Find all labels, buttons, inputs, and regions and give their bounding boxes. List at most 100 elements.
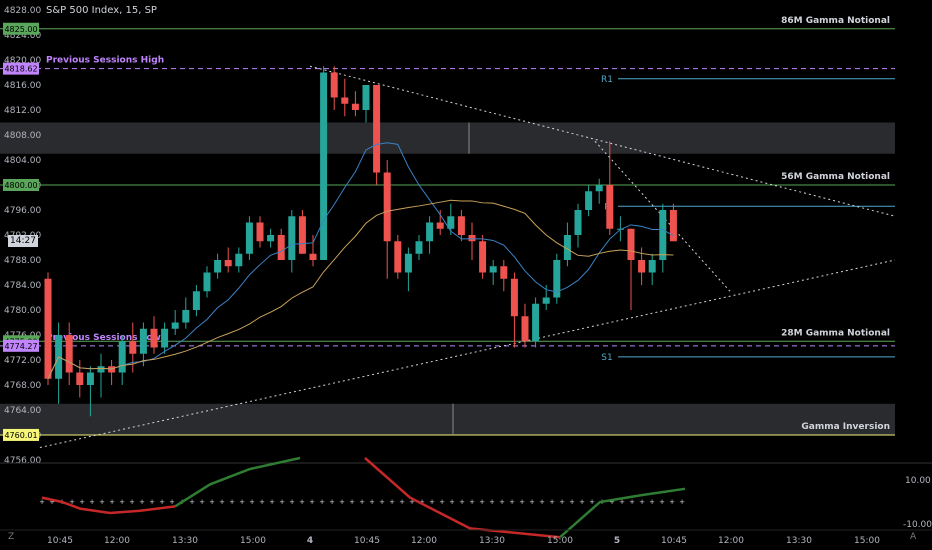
time-tick-label: 13:30 bbox=[172, 536, 198, 546]
osc-zero-dot: + bbox=[169, 498, 175, 506]
time-tick-label: 10:45 bbox=[661, 536, 687, 546]
price-tick-label: 4816.00 bbox=[4, 81, 41, 91]
osc-zero-dot: + bbox=[139, 498, 145, 506]
oscillator-line bbox=[41, 496, 176, 515]
osc-zero-dot: + bbox=[239, 498, 245, 506]
candle-body bbox=[139, 328, 147, 354]
level-tag-label: 4818.62 bbox=[4, 65, 37, 74]
osc-zero-dot: + bbox=[279, 498, 285, 506]
osc-zero-dot: + bbox=[539, 498, 545, 506]
candle-body bbox=[203, 272, 211, 292]
level-tag bbox=[3, 339, 39, 352]
osc-zero-dot: + bbox=[649, 498, 655, 506]
osc-zero-dot: + bbox=[199, 498, 205, 506]
price-tick-label: 4764.00 bbox=[4, 406, 41, 416]
level-tag bbox=[3, 62, 39, 75]
time-tick-label: 10:45 bbox=[47, 536, 73, 546]
level-label: Previous Sessions High bbox=[46, 56, 164, 66]
price-tick-label: 4756.00 bbox=[4, 456, 41, 466]
candle-body bbox=[298, 216, 306, 254]
osc-zero-dot: + bbox=[579, 498, 585, 506]
time-tick-label: 15:00 bbox=[854, 536, 880, 546]
osc-zero-dot: + bbox=[379, 498, 385, 506]
osc-zero-dot: + bbox=[549, 498, 555, 506]
candle-body bbox=[659, 210, 667, 260]
level-tag bbox=[3, 179, 39, 191]
candle-body bbox=[171, 322, 179, 329]
osc-zero-dot: + bbox=[499, 498, 505, 506]
candle-body bbox=[510, 278, 518, 317]
time-tick-label: 13:30 bbox=[479, 536, 505, 546]
osc-zero-dot: + bbox=[339, 498, 345, 506]
candle-body bbox=[479, 241, 487, 273]
auto-scale-icon[interactable]: A bbox=[910, 532, 917, 542]
candle-body bbox=[245, 222, 253, 254]
candle-body bbox=[235, 253, 243, 267]
time-tick-label: 12:00 bbox=[718, 536, 744, 546]
time-tick-label: 4 bbox=[307, 536, 313, 546]
price-tick-label: 4772.00 bbox=[4, 356, 41, 366]
candle-body bbox=[150, 328, 158, 348]
osc-zero-dot: + bbox=[369, 498, 375, 506]
osc-zero-dot: + bbox=[399, 498, 405, 506]
osc-zero-dot: + bbox=[589, 498, 595, 506]
osc-zero-dot: + bbox=[269, 498, 275, 506]
candle-body bbox=[288, 216, 296, 260]
time-tick-label: 15:00 bbox=[240, 536, 266, 546]
candle-body bbox=[404, 253, 412, 273]
candle-body bbox=[415, 241, 423, 254]
price-tick-label: 4768.00 bbox=[4, 381, 41, 391]
oscillator-line bbox=[364, 457, 561, 539]
time-tick-label: 15:00 bbox=[547, 536, 573, 546]
candle-body bbox=[267, 235, 275, 242]
candle-body bbox=[489, 266, 497, 273]
candle-body bbox=[457, 216, 465, 235]
pivot-label: R1 bbox=[601, 75, 613, 85]
candle-body bbox=[447, 216, 455, 229]
osc-zero-dot: + bbox=[319, 498, 325, 506]
osc-zero-dot: + bbox=[679, 498, 685, 506]
ticker-label: S&P 500 Index, 15, SP bbox=[46, 5, 157, 16]
osc-zero-dot: + bbox=[39, 498, 45, 506]
candle-body bbox=[627, 228, 635, 260]
zoom-icon[interactable]: Z bbox=[8, 532, 15, 542]
candle-body bbox=[341, 97, 349, 104]
osc-zero-dot: + bbox=[419, 498, 425, 506]
osc-zero-dot: + bbox=[329, 498, 335, 506]
osc-zero-dot: + bbox=[249, 498, 255, 506]
osc-zero-dot: + bbox=[459, 498, 465, 506]
pivot-label: S1 bbox=[601, 353, 612, 363]
candle-body bbox=[161, 328, 169, 348]
osc-zero-dot: + bbox=[619, 498, 625, 506]
osc-zero-dot: + bbox=[189, 498, 195, 506]
time-tick-label: 5 bbox=[614, 536, 620, 546]
candle-body bbox=[574, 210, 582, 235]
time-tick-label: 13:30 bbox=[786, 536, 812, 546]
osc-zero-dot: + bbox=[639, 498, 645, 506]
osc-zero-dot: + bbox=[229, 498, 235, 506]
candle-body bbox=[214, 260, 222, 273]
candle-body bbox=[224, 260, 232, 267]
osc-tick-label: -10.00 bbox=[903, 520, 932, 530]
osc-zero-dot: + bbox=[109, 498, 115, 506]
osc-zero-dot: + bbox=[609, 498, 615, 506]
price-tick-label: 4804.00 bbox=[4, 156, 41, 166]
osc-zero-dot: + bbox=[479, 498, 485, 506]
price-tick-label: 4784.00 bbox=[4, 281, 41, 291]
candle-body bbox=[182, 310, 190, 323]
osc-zero-dot: + bbox=[509, 498, 515, 506]
osc-zero-dot: + bbox=[69, 498, 75, 506]
osc-zero-dot: + bbox=[629, 498, 635, 506]
trendline-resistance bbox=[309, 65, 896, 217]
candle-body bbox=[351, 103, 359, 110]
candle-body bbox=[542, 297, 550, 304]
osc-zero-dot: + bbox=[359, 498, 365, 506]
osc-zero-dot: + bbox=[409, 498, 415, 506]
candle-body bbox=[436, 222, 444, 229]
time-tick-label: 12:00 bbox=[104, 536, 130, 546]
level-tag-label: 4774.27 bbox=[4, 342, 37, 351]
candle-body bbox=[373, 85, 381, 173]
osc-zero-dot: + bbox=[129, 498, 135, 506]
osc-zero-dot: + bbox=[159, 498, 165, 506]
